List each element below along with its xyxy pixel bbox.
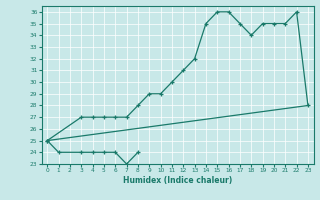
X-axis label: Humidex (Indice chaleur): Humidex (Indice chaleur) — [123, 176, 232, 185]
